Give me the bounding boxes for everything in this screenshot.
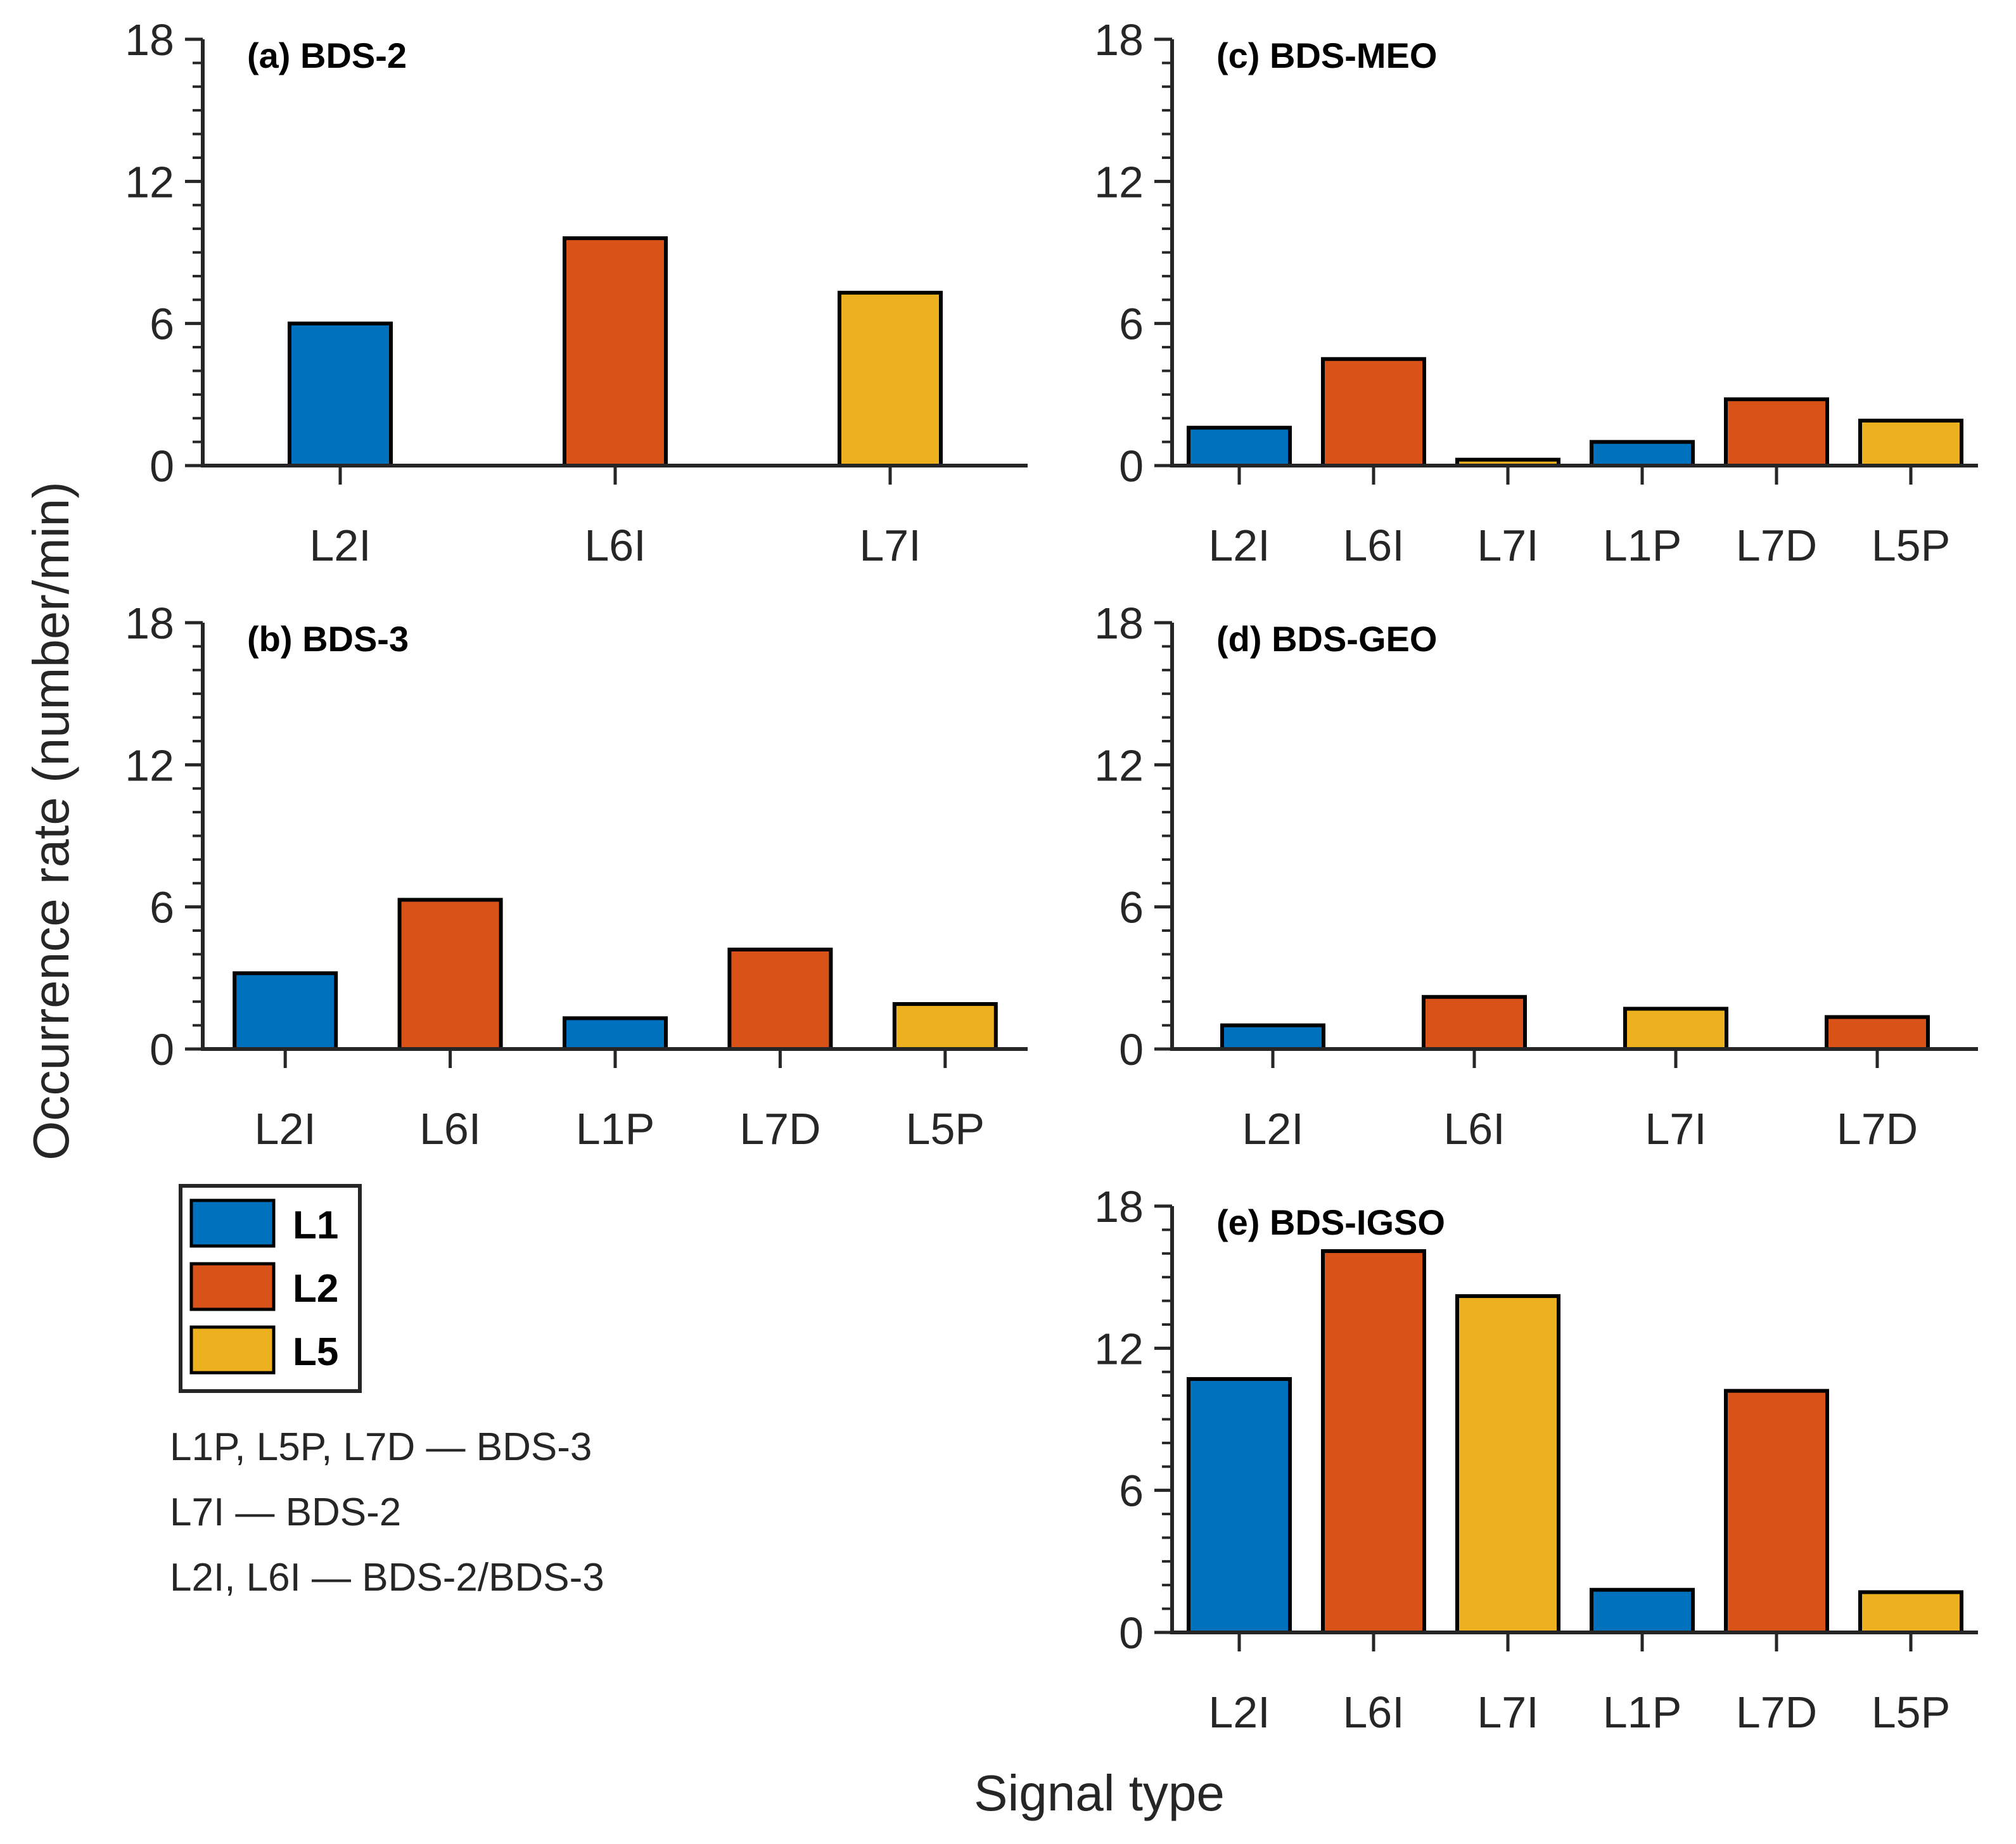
y-tick-label: 18 (1094, 1182, 1144, 1231)
bar-b-l1p (563, 1016, 668, 1051)
x-tick-label: L1P (1603, 1688, 1682, 1737)
x-tick-label: L6I (584, 521, 646, 570)
y-tick-label: 6 (1119, 300, 1144, 349)
bar-e-l6i (1321, 1249, 1426, 1635)
x-axis-title: Signal type (974, 1765, 1225, 1821)
y-tick-label: 18 (125, 599, 174, 648)
panel-e: L2I L6I L7I L1P L7D L5P 0 6 12 18 (e) BDS-IGSO (1094, 1182, 1978, 1737)
y-tick-label: 18 (1094, 15, 1144, 65)
x-tick-label: L1P (576, 1104, 655, 1154)
panel-title: (a) BDS-2 (247, 35, 407, 75)
legend: L1 L2 L5 (179, 1184, 362, 1393)
bar-d-l6i (1422, 995, 1527, 1051)
y-tick-label: 18 (125, 15, 174, 65)
x-tick-label: L2I (255, 1104, 316, 1154)
panel-c: L2I L6I L7I L1P L7D L5P 0 6 12 18 (c) BDS-MEO (1094, 15, 1978, 570)
y-tick-label: 6 (150, 883, 174, 932)
x-tick-label: L2I (1242, 1104, 1303, 1154)
x-tick-label: L7D (1736, 1688, 1817, 1737)
bar-c-l2i (1187, 426, 1292, 468)
x-tick-label: L2I (309, 521, 371, 570)
x-tick-label: L7I (1477, 521, 1538, 570)
x-tick-label: L6I (1443, 1104, 1505, 1154)
y-tick-label: 12 (1094, 157, 1144, 207)
y-tick-label: 0 (1119, 442, 1144, 491)
legend-swatch-l2 (189, 1262, 276, 1311)
y-tick-label: 12 (1094, 741, 1144, 790)
x-tick-label: L6I (419, 1104, 481, 1154)
bar-c-l1p (1590, 440, 1695, 467)
bar-c-l7d (1724, 397, 1829, 467)
y-tick-label: 0 (150, 1025, 174, 1074)
legend-label-l1: L1 (293, 1204, 338, 1247)
panel-a: L2I L6I L7I 0 6 12 18 (a) BDS-2 (125, 15, 1028, 570)
panel-d: L2I L6I L7I L7D 0 6 12 18 (d) BDS-GEO (1094, 599, 1978, 1154)
x-tick-label: L7I (859, 521, 921, 570)
x-tick-label: L5P (1872, 1688, 1951, 1737)
panel-title: (c) BDS-MEO (1216, 35, 1437, 75)
x-tick-label: L7I (1645, 1104, 1706, 1154)
x-tick-label: L2I (1208, 1688, 1270, 1737)
x-tick-label: L5P (906, 1104, 985, 1154)
y-tick-label: 18 (1094, 599, 1144, 648)
bar-a-l7i (838, 291, 943, 467)
x-tick-label: L6I (1343, 1688, 1404, 1737)
x-tick-label: L6I (1343, 521, 1404, 570)
bar-e-l1p (1590, 1587, 1695, 1634)
legend-swatch-l5 (189, 1325, 276, 1375)
bar-c-l5p (1858, 418, 1963, 468)
panel-b: L2I L6I L1P L7D L5P 0 6 12 18 (b) BDS-3 (125, 599, 1028, 1154)
bar-a-l6i (563, 236, 668, 467)
signal-notes: L1P, L5P, L7D — BDS-3 L7I — BDS-2 L2I, L… (170, 1425, 604, 1599)
bar-b-l5p (892, 1001, 998, 1051)
y-tick-label: 0 (1119, 1608, 1144, 1658)
note-line: L2I, L6I — BDS-2/BDS-3 (170, 1556, 604, 1599)
bar-d-l2i (1220, 1023, 1325, 1051)
x-tick-label: L7D (1736, 521, 1817, 570)
bar-b-l2i (233, 971, 338, 1052)
panel-title: (e) BDS-IGSO (1216, 1202, 1445, 1242)
bar-c-l6i (1321, 357, 1426, 467)
bar-e-l7i (1455, 1294, 1560, 1634)
x-tick-label: L5P (1872, 521, 1951, 570)
bar-e-l2i (1187, 1377, 1292, 1635)
bar-e-l5p (1858, 1590, 1963, 1635)
legend-label-l5: L5 (293, 1330, 338, 1374)
panel-title: (b) BDS-3 (247, 619, 409, 659)
bar-d-l7i (1623, 1007, 1728, 1051)
bar-d-l7d (1825, 1015, 1930, 1052)
y-axis-title: Occurrence rate (number/min) (23, 481, 79, 1160)
x-tick-label: L1P (1603, 521, 1682, 570)
x-tick-label: L7I (1477, 1688, 1538, 1737)
bar-b-l7d (727, 947, 833, 1052)
note-line: L7I — BDS-2 (170, 1491, 401, 1534)
x-tick-label: L7D (739, 1104, 820, 1154)
bar-a-l2i (288, 321, 393, 467)
y-tick-label: 0 (1119, 1025, 1144, 1074)
y-tick-label: 6 (1119, 883, 1144, 932)
panels: L2I L6I L7I 0 6 12 18 (a) BDS-2 L2I L6I L1P L7D L5P 0… (125, 15, 1978, 1737)
legend-label-l2: L2 (293, 1267, 338, 1311)
y-tick-label: 6 (150, 300, 174, 349)
y-tick-label: 12 (125, 741, 174, 790)
y-tick-label: 12 (1094, 1324, 1144, 1373)
x-tick-label: L7D (1837, 1104, 1918, 1154)
x-tick-label: L2I (1208, 521, 1270, 570)
bar-e-l7d (1724, 1389, 1829, 1634)
legend-swatch-l1 (189, 1199, 276, 1248)
y-tick-label: 0 (150, 442, 174, 491)
y-tick-label: 12 (125, 157, 174, 207)
y-tick-label: 6 (1119, 1466, 1144, 1516)
note-line: L1P, L5P, L7D — BDS-3 (170, 1425, 592, 1469)
panel-title: (d) BDS-GEO (1216, 619, 1437, 659)
bar-b-l6i (397, 898, 503, 1051)
